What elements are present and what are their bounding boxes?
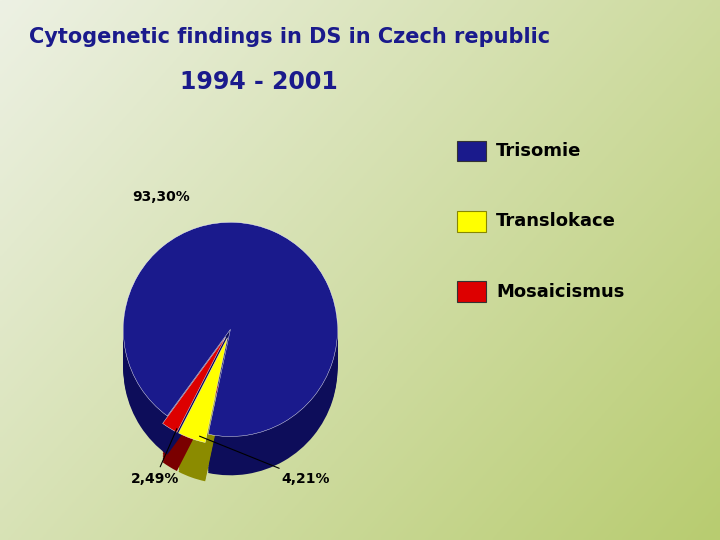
Wedge shape [123,231,338,446]
Wedge shape [163,337,226,432]
Wedge shape [123,237,338,450]
Wedge shape [179,361,228,465]
Wedge shape [123,261,338,475]
Wedge shape [179,376,228,481]
Wedge shape [163,349,226,444]
Wedge shape [123,240,338,454]
Text: Trisomie: Trisomie [496,142,582,160]
Text: 1994 - 2001: 1994 - 2001 [180,70,338,94]
Wedge shape [123,226,338,440]
Wedge shape [123,233,338,447]
Wedge shape [179,371,228,476]
Wedge shape [123,244,338,458]
Wedge shape [179,368,228,472]
Wedge shape [179,375,228,480]
Wedge shape [123,242,338,456]
Wedge shape [163,355,226,450]
Wedge shape [163,376,226,471]
Text: Cytogenetic findings in DS in Czech republic: Cytogenetic findings in DS in Czech repu… [29,27,550,47]
Wedge shape [179,364,228,469]
Wedge shape [123,251,338,465]
Wedge shape [179,373,228,478]
Wedge shape [163,372,226,468]
Wedge shape [163,344,226,439]
Wedge shape [163,360,226,455]
Text: Translokace: Translokace [496,212,616,231]
Text: 93,30%: 93,30% [132,190,190,204]
Wedge shape [123,224,338,438]
Wedge shape [163,374,226,469]
Wedge shape [179,341,228,446]
Wedge shape [179,347,228,451]
Wedge shape [179,345,228,449]
Wedge shape [123,227,338,442]
Wedge shape [123,259,338,474]
Wedge shape [179,362,228,467]
Wedge shape [163,346,226,441]
Wedge shape [163,351,226,447]
Wedge shape [179,357,228,462]
Wedge shape [123,258,338,472]
Wedge shape [123,247,338,461]
Wedge shape [163,370,226,465]
Text: Mosaicismus: Mosaicismus [496,282,624,301]
Wedge shape [163,342,226,437]
Wedge shape [163,369,226,464]
Wedge shape [163,365,226,461]
Wedge shape [163,362,226,457]
Text: 4,21%: 4,21% [199,436,330,486]
Wedge shape [179,340,228,444]
Wedge shape [179,338,228,442]
Wedge shape [163,340,226,436]
Wedge shape [123,256,338,470]
Wedge shape [179,355,228,460]
Wedge shape [163,353,226,448]
Wedge shape [163,367,226,462]
Wedge shape [123,222,338,436]
Wedge shape [123,230,338,443]
Wedge shape [179,352,228,457]
Wedge shape [123,254,338,468]
Wedge shape [163,363,226,458]
Wedge shape [163,356,226,451]
Wedge shape [179,366,228,471]
Wedge shape [123,238,338,453]
Wedge shape [179,354,228,458]
Wedge shape [163,358,226,454]
Wedge shape [163,348,226,443]
Wedge shape [179,350,228,455]
Wedge shape [123,245,338,460]
Wedge shape [179,359,228,464]
Wedge shape [163,339,226,434]
Wedge shape [123,252,338,467]
Wedge shape [123,235,338,449]
Wedge shape [179,348,228,453]
Wedge shape [179,369,228,474]
Wedge shape [179,343,228,448]
Wedge shape [123,249,338,463]
Text: 2,49%: 2,49% [130,429,179,486]
